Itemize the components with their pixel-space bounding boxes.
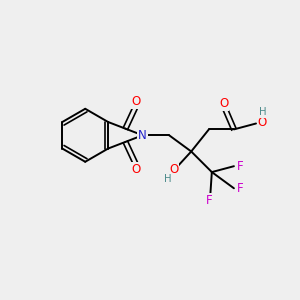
Text: H: H <box>259 107 266 117</box>
Text: O: O <box>131 163 140 176</box>
Text: O: O <box>258 116 267 129</box>
Text: F: F <box>237 160 244 173</box>
Text: H: H <box>164 174 171 184</box>
Text: F: F <box>237 182 244 195</box>
Text: O: O <box>169 163 178 176</box>
Text: O: O <box>219 97 228 110</box>
Text: O: O <box>131 95 140 108</box>
Text: N: N <box>138 129 147 142</box>
Text: F: F <box>206 194 212 207</box>
